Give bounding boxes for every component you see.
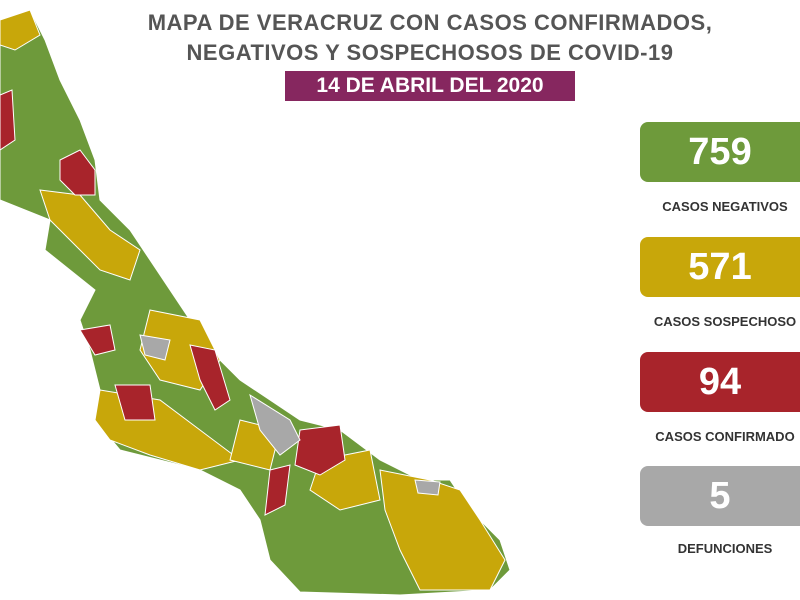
region-suspect bbox=[379, 469, 506, 591]
date-badge: 14 DE ABRIL DEL 2020 bbox=[285, 71, 575, 101]
stat-label: CASOS NEGATIVOS bbox=[662, 199, 788, 214]
stat-value: 94 bbox=[640, 352, 800, 412]
veracruz-map bbox=[0, 9, 511, 596]
region-confirmed bbox=[0, 89, 16, 151]
region-confirmed bbox=[79, 324, 116, 356]
region-confirmed bbox=[189, 344, 231, 411]
state-shape bbox=[0, 9, 511, 596]
region-suspect bbox=[0, 9, 41, 51]
stat-value: 759 bbox=[640, 122, 800, 182]
region-confirmed bbox=[114, 384, 156, 421]
region-deaths bbox=[249, 393, 301, 456]
stat-label: DEFUNCIONES bbox=[677, 541, 773, 556]
stat-value: 5 bbox=[640, 466, 800, 526]
region-deaths bbox=[414, 479, 441, 496]
stat-label: CASOS SOSPECHOSO bbox=[653, 314, 797, 329]
municipalities bbox=[0, 9, 511, 596]
region-deaths bbox=[139, 334, 171, 361]
region-confirmed bbox=[59, 149, 96, 196]
title-line: NEGATIVOS Y SOSPECHOSOS DE COVID-19 bbox=[186, 40, 674, 65]
stat-value: 571 bbox=[640, 237, 800, 297]
region-confirmed bbox=[294, 424, 346, 476]
region-confirmed bbox=[264, 464, 291, 516]
region-suspect bbox=[39, 189, 141, 281]
title-line: MAPA DE VERACRUZ CON CASOS CONFIRMADOS, bbox=[147, 10, 713, 35]
stat-label: CASOS CONFIRMADO bbox=[655, 429, 795, 444]
